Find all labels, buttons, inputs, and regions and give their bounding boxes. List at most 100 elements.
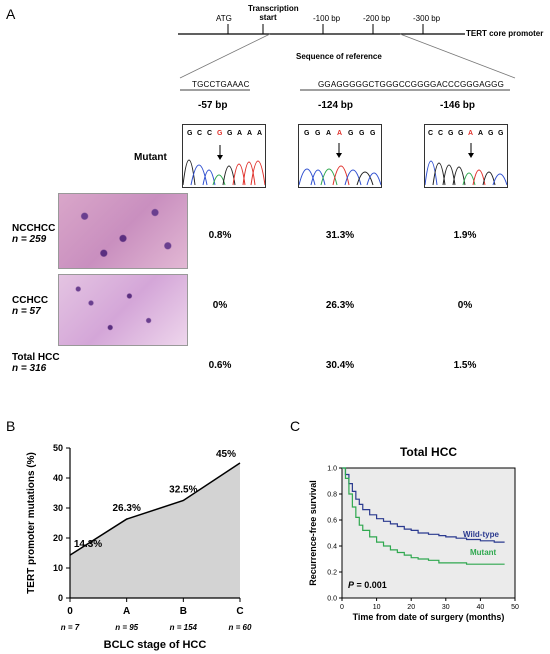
chart-c-xtick-label: 50 <box>511 604 519 611</box>
seq3-base-mutated: A <box>468 130 473 137</box>
promoter-diagram <box>178 24 516 91</box>
seq1-base: A <box>237 130 242 137</box>
group-label-total: Total HCC n = 316 <box>12 352 60 374</box>
chart-c-ytick-label: 1.0 <box>327 466 337 473</box>
seq3-base: A <box>478 130 483 137</box>
chromatogram-146: C C G G A A G G <box>424 124 508 188</box>
panel-label-b: B <box>6 418 16 434</box>
pct-ncchcc-57: 0.8% <box>208 230 232 241</box>
chart-b-ytick-label: 0 <box>58 593 63 603</box>
group-name: NCCHCC <box>12 223 56 234</box>
seq1-base: A <box>247 130 252 137</box>
group-n: n = 259 <box>12 234 47 245</box>
seq3-base: C <box>428 130 433 137</box>
seq1-base: A <box>257 130 262 137</box>
panel-label-a: A <box>6 6 16 22</box>
seq2-base: G <box>370 130 376 137</box>
chart-b-xtick-label: 0 <box>67 606 73 617</box>
group-label-ncchcc: NCCHCC n = 259 <box>12 223 55 245</box>
seq1-base: C <box>197 130 202 137</box>
chart-c-xtick-label: 40 <box>477 604 485 611</box>
chart-c-ytick-label: 0.8 <box>327 492 337 499</box>
chart-c-pvalue: P = 0.001 <box>348 580 387 590</box>
transcription-start-label: Transcription start <box>248 4 299 22</box>
chart-c-title: Total HCC <box>400 445 457 459</box>
chart-b-area <box>70 463 240 598</box>
chart-b-xtick-label: B <box>180 606 187 617</box>
chart-c-ytick-label: 0.6 <box>327 518 337 525</box>
cchcc-histology-image <box>58 274 188 346</box>
seq2-base-mutated: A <box>337 130 342 137</box>
chart-c-xlabel: Time from date of surgery (months) <box>353 612 505 622</box>
chart-b-ytick-label: 30 <box>53 503 63 513</box>
reference-label: Sequence of reference <box>296 52 382 61</box>
atg-label: ATG <box>216 14 232 23</box>
chart-c-ytick-label: 0.0 <box>327 596 337 603</box>
position-124: -124 bp <box>318 100 354 111</box>
seq3-base: G <box>488 130 494 137</box>
chart-b-ytick-label: 20 <box>53 533 63 543</box>
chart-b-n-label: n = 60 <box>229 623 252 632</box>
chart-b-ytick-label: 50 <box>53 443 63 453</box>
chart-b-value-label: 26.3% <box>112 503 140 514</box>
chart-c-ytick-label: 0.2 <box>327 570 337 577</box>
chart-c-xtick-label: 20 <box>407 604 415 611</box>
pct-cchcc-124: 26.3% <box>325 300 355 311</box>
chart-b-n-label: n = 95 <box>115 623 138 632</box>
chart-c-ytick-label: 0.4 <box>327 544 337 551</box>
chart-c-series-label: Wild-type <box>463 530 499 539</box>
chart-c-xtick-label: 0 <box>340 604 344 611</box>
chart-b-value-label: 45% <box>216 449 236 460</box>
chart-b: 0 10 20 30 40 50 0 n = 7 An = 95 Bn = 154 Cn = 60 1… <box>26 443 252 651</box>
chart-c-xtick-label: 10 <box>373 604 381 611</box>
minus-100-label: -100 bp <box>313 14 341 23</box>
chart-b-line <box>69 462 241 556</box>
chart-b-value-label: 14.3% <box>74 539 102 550</box>
chart-b-xtick-label: C <box>236 606 243 617</box>
seq3-base: G <box>498 130 504 137</box>
chromatogram-124: G G A A G G G <box>298 124 382 188</box>
chart-b-ytick-label: 10 <box>53 563 63 573</box>
position-146: -146 bp <box>440 100 476 111</box>
chart-c-ylabel: Recurrence-free survival <box>308 480 318 586</box>
ncchcc-histology-image <box>58 193 188 269</box>
minus-200-label: -200 bp <box>363 14 391 23</box>
chart-b-value-label: 32.5% <box>169 485 197 496</box>
chart-c: Total HCC 0.0 0.2 0.4 0.6 0.8 1.0 0 10 20 30 40 50 Wi… <box>308 445 519 622</box>
group-n: n = 57 <box>12 306 41 317</box>
pct-total-57: 0.6% <box>208 360 232 371</box>
chart-b-ylabel: TERT promoter mutations (%) <box>26 452 37 594</box>
pct-ncchcc-124: 31.3% <box>325 230 355 241</box>
chart-c-series-mutant <box>342 467 505 565</box>
ref-seq-right: GGAGGGGGCTGGGCCGGGGACCCGGGAGGG <box>318 80 505 89</box>
seq1-base: G <box>227 130 233 137</box>
group-name: Total HCC <box>12 352 60 363</box>
pct-total-146: 1.5% <box>453 360 477 371</box>
chromatogram-57: G C C G G A A A <box>182 124 266 188</box>
chart-c-series-label: Mutant <box>470 548 497 557</box>
promoter-title: TERT core promoter <box>466 29 544 38</box>
position-57: -57 bp <box>198 100 228 111</box>
chart-b-xtick-label: A <box>123 606 130 617</box>
seq2-base: G <box>315 130 321 137</box>
group-n: n = 316 <box>12 363 47 374</box>
chart-b-n-label: n = 7 <box>61 623 80 632</box>
seq2-base: G <box>359 130 365 137</box>
group-name: CCHCC <box>12 295 49 306</box>
group-label-cchcc: CCHCC n = 57 <box>12 295 48 317</box>
seq3-base: G <box>458 130 464 137</box>
pct-total-124: 30.4% <box>325 360 355 371</box>
minus-300-label: -300 bp <box>413 14 441 23</box>
seq1-base-mutated: G <box>217 130 223 137</box>
seq1-base: C <box>207 130 212 137</box>
seq2-base: G <box>348 130 354 137</box>
mutant-label: Mutant <box>134 152 167 163</box>
pct-ncchcc-146: 1.9% <box>453 230 477 241</box>
ref-seq-left: TGCCTGAAAC <box>192 80 250 89</box>
chart-b-xlabel: BCLC stage of HCC <box>104 639 207 651</box>
pct-cchcc-57: 0% <box>212 300 228 311</box>
chart-b-ytick-label: 40 <box>53 473 63 483</box>
panel-label-c: C <box>290 418 301 434</box>
seq2-base: A <box>326 130 331 137</box>
pct-cchcc-146: 0% <box>457 300 473 311</box>
